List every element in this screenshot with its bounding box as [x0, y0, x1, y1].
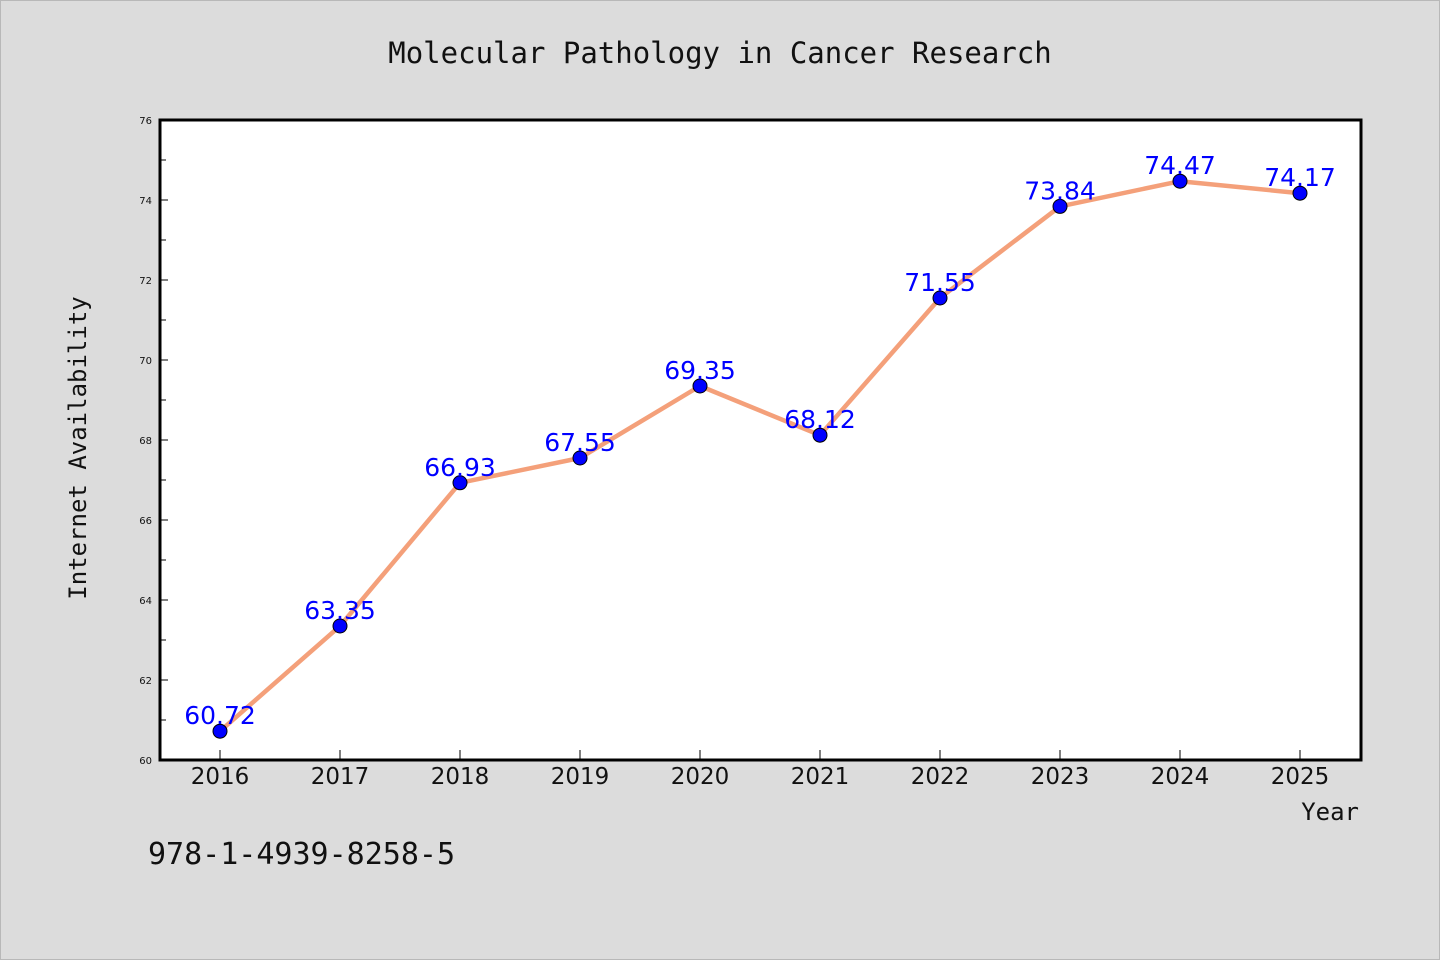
y-tick-label: 74 [139, 196, 152, 207]
isbn-note: 978-1-4939-8258-5 [148, 837, 455, 872]
y-axis-label: Internet Availability [64, 296, 92, 599]
data-label: 69.35 [664, 356, 736, 385]
x-tick-label: 2021 [791, 764, 850, 790]
data-label: 67.55 [544, 428, 616, 457]
y-tick-label: 60 [139, 756, 152, 767]
data-point-marker [1172, 173, 1188, 189]
data-point-marker [692, 378, 708, 394]
x-tick-label: 2025 [1271, 764, 1330, 790]
data-label: 74.47 [1144, 151, 1216, 180]
data-point-marker [572, 450, 588, 466]
data-point-marker [452, 475, 468, 491]
series-markers [212, 173, 1308, 739]
plot-border [158, 118, 1363, 762]
y-tick-label: 62 [139, 676, 152, 687]
y-tick-label: 70 [139, 356, 152, 367]
x-tick-label: 2016 [191, 764, 250, 790]
x-tick-label: 2018 [431, 764, 490, 790]
data-label: 73.84 [1024, 176, 1096, 205]
x-tick-label: 2023 [1031, 764, 1090, 790]
data-point-marker [1052, 198, 1068, 214]
data-label: 71.55 [904, 268, 976, 297]
data-label: 66.93 [424, 453, 496, 482]
y-tick-label: 72 [139, 276, 152, 287]
data-point-marker [812, 427, 828, 443]
x-tick-label: 2022 [911, 764, 970, 790]
data-point-marker [212, 723, 228, 739]
x-axis-ticks: 2016 2017 2018 2019 2020 2021 2022 2023 2024 2025 [191, 750, 1330, 790]
data-point-marker [1292, 185, 1308, 201]
x-axis-label: Year [1301, 798, 1359, 826]
x-tick-label: 2017 [311, 764, 370, 790]
x-tick-label: 2020 [671, 764, 730, 790]
y-tick-label: 66 [139, 516, 152, 527]
x-tick-label: 2019 [551, 764, 610, 790]
x-tick-label: 2024 [1151, 764, 1210, 790]
data-label: 60.72 [184, 701, 256, 730]
chart-title: Molecular Pathology in Cancer Research [388, 36, 1051, 70]
series-line [218, 178, 1301, 733]
data-label: 74.17 [1264, 163, 1336, 192]
data-label: 68.12 [784, 405, 856, 434]
data-labels: 60.72 63.35 66.93 67.55 69.35 68.12 71.55 73.84… [184, 151, 1336, 730]
data-point-marker [332, 618, 348, 634]
y-tick-label: 76 [139, 116, 152, 127]
data-point-marker [932, 290, 948, 306]
y-tick-label: 64 [139, 596, 152, 607]
plot-area [160, 120, 1361, 760]
data-label: 63.35 [304, 596, 376, 625]
y-tick-label: 68 [139, 436, 152, 447]
